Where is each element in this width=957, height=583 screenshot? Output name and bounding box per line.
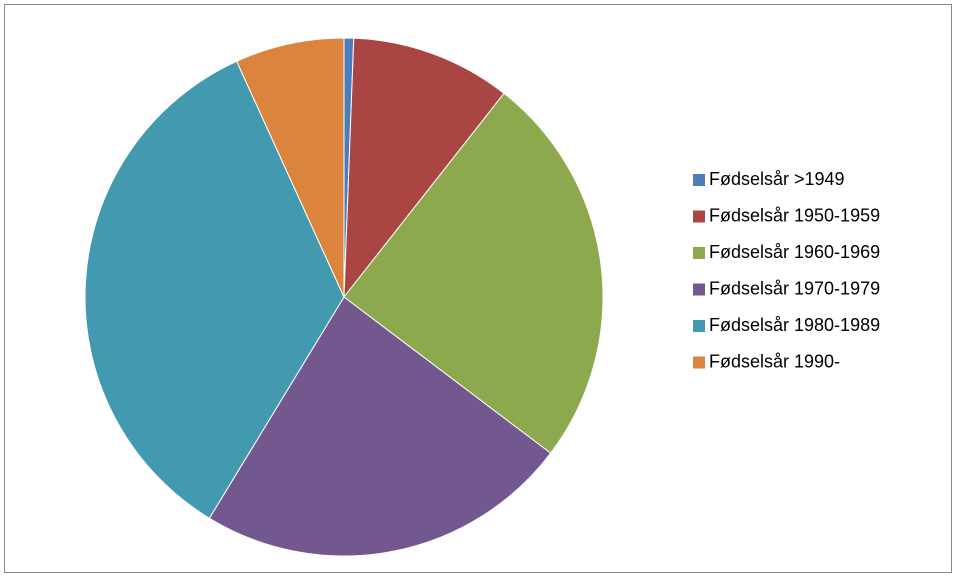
legend-label: Fødselsår 1960-1969: [709, 242, 880, 262]
legend-label: Fødselsår 1990-: [709, 351, 840, 371]
legend-swatch: [693, 174, 705, 186]
pie-slice: [236, 37, 345, 298]
pie-slice: [208, 296, 552, 557]
pie-slice: [84, 60, 345, 519]
pie-slice: [343, 37, 505, 299]
legend-swatch: [693, 210, 705, 223]
legend-label: Fødselsår 1970-1979: [709, 278, 880, 298]
legend-swatch: [693, 320, 705, 332]
legend-label: Fødselsår >1949: [709, 169, 845, 189]
legend-swatch: [693, 283, 705, 296]
legend-swatch: [693, 356, 705, 369]
legend-label: Fødselsår 1980-1989: [709, 315, 880, 335]
legend-swatch: [693, 247, 705, 259]
legend-label: Fødselsår 1950-1959: [709, 205, 880, 225]
pie-slice: [343, 92, 604, 454]
